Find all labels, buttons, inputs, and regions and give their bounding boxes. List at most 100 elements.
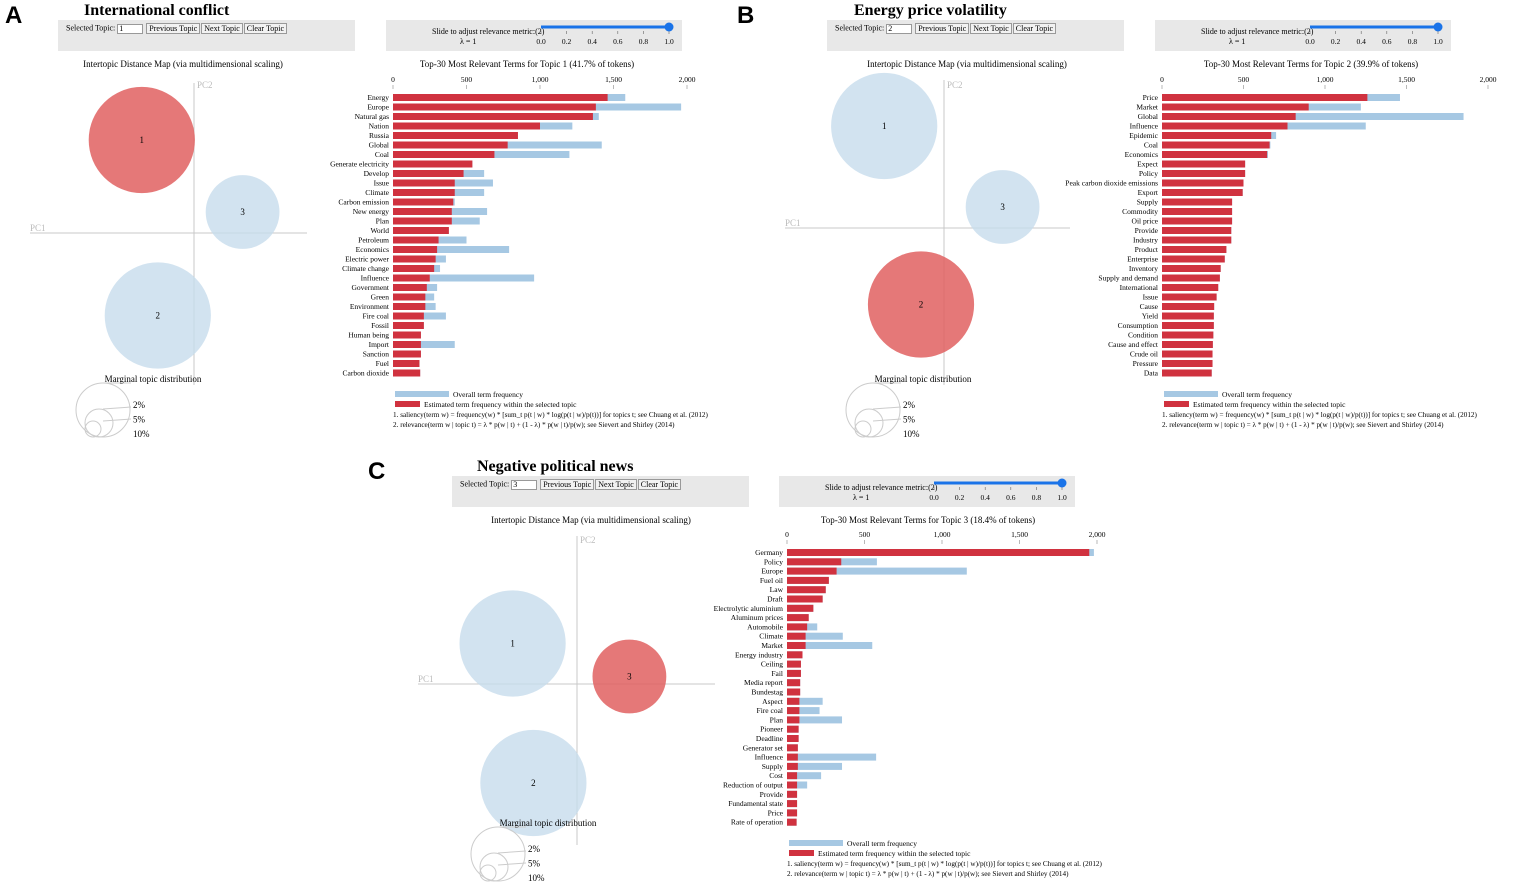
idm-title-a: Intertopic Distance Map (via multidimens…	[83, 59, 283, 69]
estimated-bar-b-6	[1162, 151, 1268, 158]
estimated-bar-b-21	[1162, 293, 1217, 301]
estimated-bar-c-13	[787, 669, 801, 677]
estimated-bar-c-24	[787, 772, 798, 780]
marginal-label-b-1: 5%	[903, 415, 916, 425]
estimated-bar-c-6	[787, 604, 814, 612]
slider-thumb-a[interactable]	[664, 22, 674, 32]
pc2-label-a: PC2	[197, 80, 213, 90]
next-topic-button[interactable]: Next Topic	[201, 23, 243, 34]
x-tick-label-c-3: 1,500	[1011, 530, 1028, 539]
topic-bubble-c-1[interactable]	[459, 590, 566, 697]
topic-bubble-b-3[interactable]	[965, 170, 1040, 244]
term-label-b-9: Peak carbon dioxide emissions	[1065, 179, 1158, 188]
topic-bubble-b-1[interactable]	[831, 72, 938, 180]
slider-tick-label-b-5: 1.0	[1433, 37, 1443, 46]
overall-bar-c-18	[787, 716, 843, 724]
term-label-b-13: Oil price	[1132, 217, 1159, 226]
term-label-c-22: Influence	[755, 753, 784, 762]
term-label-a-24: Fossil	[371, 321, 389, 330]
estimated-bar-a-14	[393, 227, 449, 234]
term-label-b-20: International	[1120, 283, 1158, 292]
clear-topic-button[interactable]: Clear Topic	[1012, 23, 1057, 34]
term-label-c-24: Cost	[769, 771, 784, 780]
term-label-c-6: Electrolytic aluminium	[714, 604, 784, 613]
estimated-bar-b-11	[1162, 198, 1233, 206]
next-topic-button[interactable]: Next Topic	[595, 479, 637, 490]
term-label-c-3: Fuel oil	[760, 576, 783, 585]
clear-topic-button[interactable]: Clear Topic	[637, 479, 682, 490]
term-label-a-2: Natural gas	[355, 112, 389, 121]
term-label-b-22: Cause	[1140, 302, 1159, 311]
term-label-c-16: Aspect	[762, 697, 784, 706]
x-tick-label-a-0: 0	[391, 75, 395, 84]
term-label-c-4: Law	[770, 585, 784, 594]
term-label-a-29: Carbon dioxide	[343, 369, 390, 378]
estimated-bar-a-23	[393, 312, 424, 320]
x-tick-label-a-4: 2,000	[679, 75, 696, 84]
term-label-a-14: World	[370, 226, 389, 235]
term-label-a-15: Petroleum	[358, 236, 389, 245]
selected-topic-input[interactable]	[511, 479, 538, 490]
term-label-a-25: Human being	[348, 331, 389, 340]
slider-thumb-b[interactable]	[1433, 22, 1443, 32]
pc1-label-b: PC1	[785, 218, 801, 228]
marginal-label-a-0: 2%	[133, 400, 146, 410]
relevance-slider-box-a	[386, 20, 682, 51]
estimated-bar-c-10	[787, 642, 806, 649]
slider-tick-label-a-1: 0.2	[562, 37, 572, 46]
lambda-text-a: λ = 1	[460, 37, 476, 46]
term-label-b-27: Crude oil	[1130, 350, 1158, 359]
x-tick-label-c-4: 2,000	[1089, 530, 1106, 539]
slider-thumb-c[interactable]	[1057, 478, 1067, 488]
x-tick-label-a-1: 500	[461, 75, 473, 84]
slider-label-a: Slide to adjust relevance metric:(2)	[432, 27, 545, 36]
topic-bubble-c-2[interactable]	[480, 729, 587, 837]
previous-topic-button[interactable]: Previous Topic	[915, 23, 970, 34]
term-label-a-1: Europe	[367, 103, 389, 112]
estimated-bar-c-29	[787, 818, 797, 826]
term-label-a-28: Fuel	[376, 359, 389, 368]
estimated-bar-c-15	[787, 688, 801, 696]
term-label-b-11: Supply	[1137, 198, 1159, 207]
clear-topic-button[interactable]: Clear Topic	[243, 23, 288, 34]
topic-bubble-c-3[interactable]	[592, 639, 667, 714]
pc1-label-c: PC1	[418, 674, 434, 684]
term-label-c-7: Aluminum prices	[731, 613, 783, 622]
saliency-note-b: 1. saliency(term w) = frequency(w) * [su…	[1162, 411, 1478, 419]
estimated-bar-a-6	[393, 151, 495, 158]
estimated-bar-b-19	[1162, 274, 1220, 282]
topic-bubble-a-1[interactable]	[88, 86, 195, 194]
estimated-bar-c-1	[787, 558, 842, 566]
term-label-b-19: Supply and demand	[1098, 274, 1158, 283]
estimated-bar-c-26	[787, 790, 798, 798]
next-topic-button[interactable]: Next Topic	[970, 23, 1012, 34]
topic-bubble-label-b-2: 2	[919, 300, 924, 310]
term-label-c-28: Price	[768, 808, 784, 817]
marginal-leader-b-0	[872, 418, 902, 422]
marginal-label-c-2: 10%	[528, 873, 545, 883]
topic-bubble-a-2[interactable]	[104, 262, 211, 369]
overall-bar-a-16	[393, 246, 510, 253]
estimated-bar-c-4	[787, 586, 826, 594]
term-label-b-0: Price	[1143, 93, 1159, 102]
previous-topic-button[interactable]: Previous Topic	[540, 479, 595, 490]
estimated-bar-b-7	[1162, 160, 1246, 168]
previous-topic-button[interactable]: Previous Topic	[146, 23, 201, 34]
topic-bubble-label-c-2: 2	[531, 778, 536, 788]
estimated-bar-a-24	[393, 322, 424, 329]
estimated-bar-b-15	[1162, 236, 1232, 244]
estimated-bar-b-28	[1162, 360, 1213, 367]
estimated-bar-b-8	[1162, 170, 1246, 177]
topic-bubble-label-c-1: 1	[510, 639, 515, 649]
selected-topic-input[interactable]	[117, 23, 144, 34]
estimated-bar-a-16	[393, 246, 438, 253]
topic-bubble-b-2[interactable]	[867, 251, 975, 358]
estimated-bar-a-18	[393, 265, 435, 272]
selected-topic-input[interactable]	[886, 23, 913, 34]
estimated-bar-c-17	[787, 707, 800, 715]
topic-bubble-a-3[interactable]	[205, 175, 280, 249]
estimated-bar-a-7	[393, 160, 473, 168]
term-label-c-2: Europe	[761, 567, 783, 576]
